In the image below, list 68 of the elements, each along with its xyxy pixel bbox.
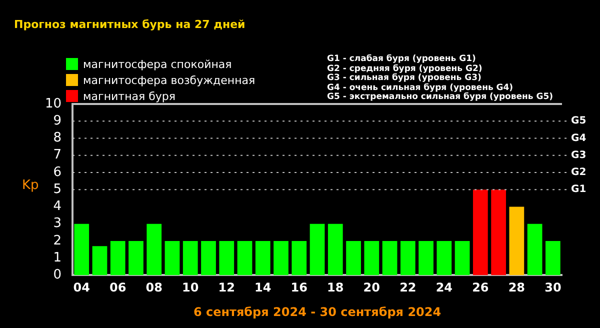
y-tick-label: 8 (53, 130, 62, 146)
text: G3 - сильная буря (уровень G3) (327, 73, 482, 83)
x-tick-label: 20 (363, 280, 380, 295)
bar (164, 240, 180, 276)
bar (346, 240, 361, 276)
x-tick-label: 04 (73, 280, 90, 295)
bar (328, 224, 343, 276)
y-tick-label: 3 (53, 216, 62, 232)
legend-label: магнитосфера спокойная (83, 58, 232, 70)
bar (110, 240, 126, 276)
x-tick-label: 12 (218, 280, 235, 295)
chart-title: Прогноз магнитных бурь на 27 дней (14, 18, 246, 31)
y-tick-label: 4 (53, 199, 62, 214)
bar (509, 206, 524, 276)
x-tick-label: 06 (110, 280, 126, 295)
x-tick-label: 28 (508, 280, 526, 295)
ref-line-label: G1 (571, 184, 586, 196)
x-tick-label: 22 (400, 280, 416, 295)
bar (310, 224, 325, 276)
y-tick-label: 7 (53, 148, 62, 163)
bar (400, 240, 416, 276)
x-tick-label: 26 (472, 280, 489, 295)
y-tick-label: 10 (44, 96, 62, 112)
y-tick-label: 5 (53, 182, 62, 197)
bar (546, 240, 560, 276)
x-tick-label: 30 (544, 280, 562, 295)
x-tick-label: 10 (182, 280, 199, 295)
x-tick-label: 08 (146, 280, 162, 295)
bar (255, 240, 270, 276)
bar (92, 246, 108, 276)
bar (454, 240, 470, 276)
bar (128, 240, 144, 276)
x-tick-label: 14 (254, 280, 272, 295)
bar (491, 190, 506, 276)
bar (472, 190, 488, 276)
bar (201, 240, 216, 276)
bar (364, 240, 380, 276)
legend-label: магнитосфера возбужденная (83, 74, 256, 86)
bar (292, 240, 307, 276)
bar (219, 240, 234, 276)
x-axis-title: 6 сентября 2024 - 30 сентября 2024 (193, 304, 442, 319)
bar (418, 240, 434, 276)
bar (436, 240, 452, 276)
bar (382, 240, 398, 276)
ref-line-label: G4 (571, 132, 586, 144)
text: G2 - средняя буря (уровень G2) (327, 64, 484, 74)
bar (527, 224, 542, 276)
bar (74, 224, 90, 276)
bar (274, 240, 288, 276)
bar (146, 224, 162, 276)
y-tick-label: 2 (53, 233, 62, 248)
ref-line-label: G5 (571, 116, 586, 127)
ref-line-label: G2 (571, 167, 586, 178)
x-tick-label: 16 (290, 280, 308, 295)
y-tick-label: 1 (53, 250, 62, 266)
bar (182, 240, 198, 276)
x-tick-label: 18 (327, 280, 344, 295)
y-tick-label: 9 (53, 113, 62, 128)
ref-line-label: G3 (571, 150, 586, 161)
x-tick-label: 24 (436, 280, 453, 295)
text: G1 - слабая буря (уровень G1) (327, 54, 477, 64)
y-axis-title: Kp (22, 178, 39, 193)
y-tick-label: 6 (53, 164, 62, 180)
text: G5 - экстремально сильная буря (уровень G5) (327, 92, 553, 102)
bar (237, 240, 252, 276)
legend-label: магнитная буря (83, 90, 176, 102)
text: G4 - очень сильная буря (уровень G4) (327, 82, 514, 92)
y-tick-label: 0 (53, 268, 62, 283)
